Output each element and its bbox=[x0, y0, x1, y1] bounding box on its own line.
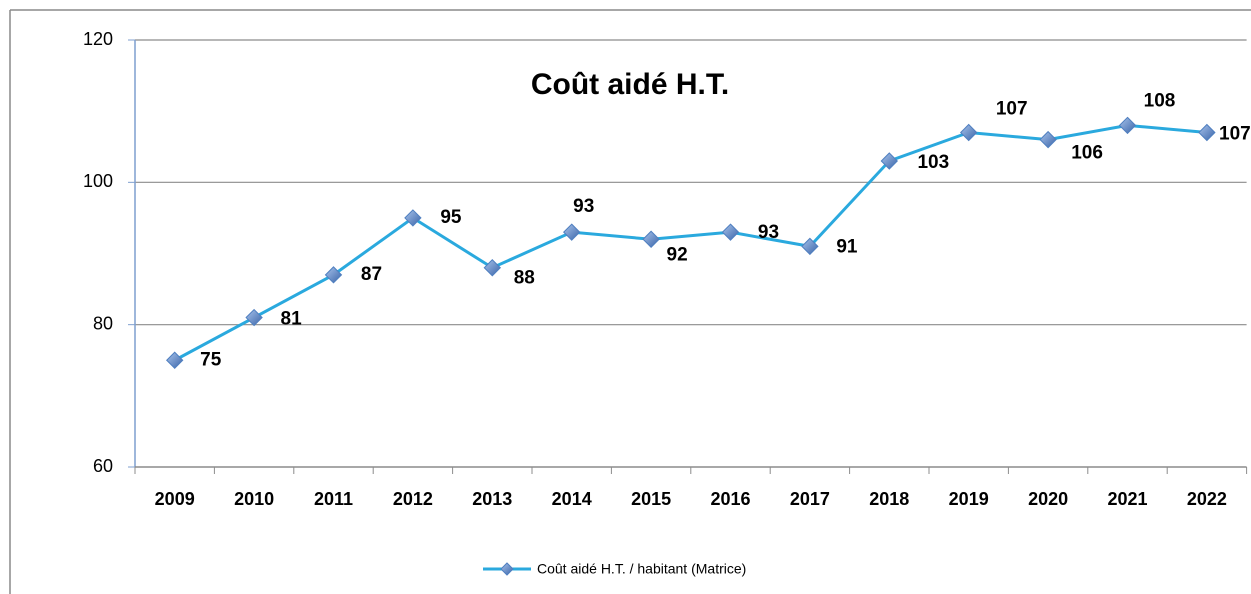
data-label: 95 bbox=[440, 207, 462, 228]
marker bbox=[880, 152, 899, 170]
series-line bbox=[173, 123, 1208, 362]
data-label: 106 bbox=[1071, 143, 1103, 164]
marker bbox=[642, 230, 660, 248]
x-tick-label: 2010 bbox=[234, 489, 274, 509]
x-tick-label: 2016 bbox=[710, 489, 750, 509]
y-tick-label: 120 bbox=[83, 29, 113, 49]
marker bbox=[324, 266, 343, 284]
y-tick-label: 80 bbox=[93, 313, 113, 333]
x-tick-label: 2011 bbox=[314, 489, 353, 509]
marker bbox=[404, 209, 422, 227]
data-label: 107 bbox=[996, 99, 1028, 120]
data-label: 87 bbox=[361, 264, 382, 285]
marker bbox=[562, 223, 581, 241]
marker bbox=[483, 259, 502, 277]
legend-label: Coût aidé H.T. / habitant (Matrice) bbox=[537, 561, 746, 577]
x-tick-label: 2013 bbox=[472, 489, 512, 509]
marker bbox=[1198, 123, 1216, 142]
data-label: 92 bbox=[667, 244, 688, 265]
data-label: 108 bbox=[1144, 90, 1176, 111]
data-label: 93 bbox=[758, 222, 779, 243]
x-tick-label: 2014 bbox=[552, 489, 592, 509]
marker bbox=[245, 308, 263, 327]
y-tick-label: 100 bbox=[83, 171, 113, 191]
data-label: 88 bbox=[514, 268, 535, 289]
data-label: 107 bbox=[1219, 124, 1251, 145]
marker bbox=[1039, 130, 1057, 149]
y-tick-label: 60 bbox=[93, 456, 113, 476]
legend-marker bbox=[500, 562, 514, 576]
x-tick-label: 2009 bbox=[155, 489, 195, 509]
x-tick-label: 2019 bbox=[949, 489, 989, 509]
data-label: 93 bbox=[573, 196, 594, 217]
x-tick-label: 2017 bbox=[790, 489, 830, 509]
data-label: 91 bbox=[836, 236, 858, 257]
data-label: 75 bbox=[200, 349, 222, 370]
x-tick-label: 2022 bbox=[1187, 489, 1227, 509]
x-tick-label: 2020 bbox=[1028, 489, 1068, 509]
chart-title: Coût aidé H.T. bbox=[531, 68, 729, 101]
x-tick-label: 2015 bbox=[631, 489, 671, 509]
x-tick-label: 2012 bbox=[393, 489, 433, 509]
data-label: 81 bbox=[281, 309, 303, 330]
x-tick-label: 2018 bbox=[869, 489, 909, 509]
marker bbox=[721, 223, 740, 241]
data-label: 103 bbox=[917, 152, 949, 173]
marker bbox=[165, 351, 184, 369]
x-tick-label: 2021 bbox=[1107, 489, 1147, 509]
marker bbox=[959, 123, 978, 142]
marker bbox=[1118, 116, 1137, 135]
marker bbox=[801, 237, 819, 256]
